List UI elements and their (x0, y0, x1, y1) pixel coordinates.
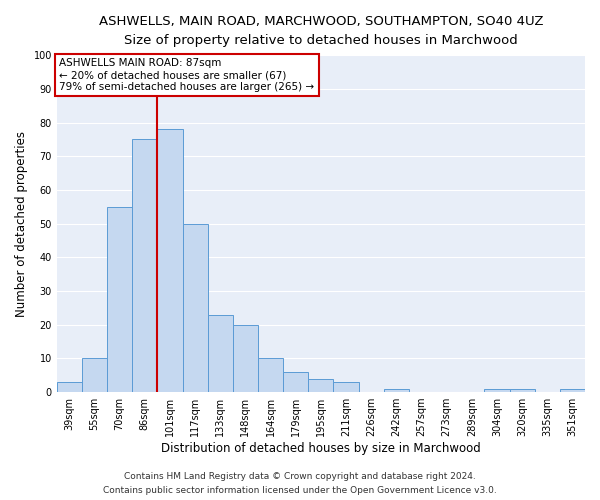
Bar (157, 129, 182, 392)
Bar (509, 388, 535, 392)
X-axis label: Distribution of detached houses by size in Marchwood: Distribution of detached houses by size … (161, 442, 481, 455)
Bar (258, 358, 283, 392)
Bar (208, 314, 233, 392)
Text: ASHWELLS MAIN ROAD: 87sqm
← 20% of detached houses are smaller (67)
79% of semi-: ASHWELLS MAIN ROAD: 87sqm ← 20% of detac… (59, 58, 314, 92)
Bar (334, 382, 359, 392)
Bar (107, 206, 132, 392)
Bar (283, 372, 308, 392)
Bar (484, 388, 509, 392)
Text: Contains HM Land Registry data © Crown copyright and database right 2024.: Contains HM Land Registry data © Crown c… (124, 472, 476, 481)
Bar (560, 388, 585, 392)
Bar (57, 382, 82, 392)
Bar (308, 378, 334, 392)
Bar (132, 140, 157, 392)
Title: ASHWELLS, MAIN ROAD, MARCHWOOD, SOUTHAMPTON, SO40 4UZ
Size of property relative : ASHWELLS, MAIN ROAD, MARCHWOOD, SOUTHAMP… (98, 15, 543, 47)
Bar (182, 224, 208, 392)
Bar (384, 388, 409, 392)
Text: Contains public sector information licensed under the Open Government Licence v3: Contains public sector information licen… (103, 486, 497, 495)
Y-axis label: Number of detached properties: Number of detached properties (15, 130, 28, 316)
Bar (82, 358, 107, 392)
Bar (233, 324, 258, 392)
